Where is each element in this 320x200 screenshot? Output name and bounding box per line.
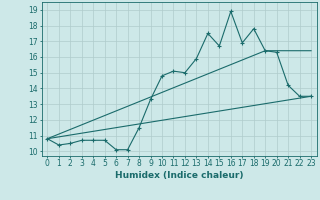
X-axis label: Humidex (Indice chaleur): Humidex (Indice chaleur): [115, 171, 244, 180]
